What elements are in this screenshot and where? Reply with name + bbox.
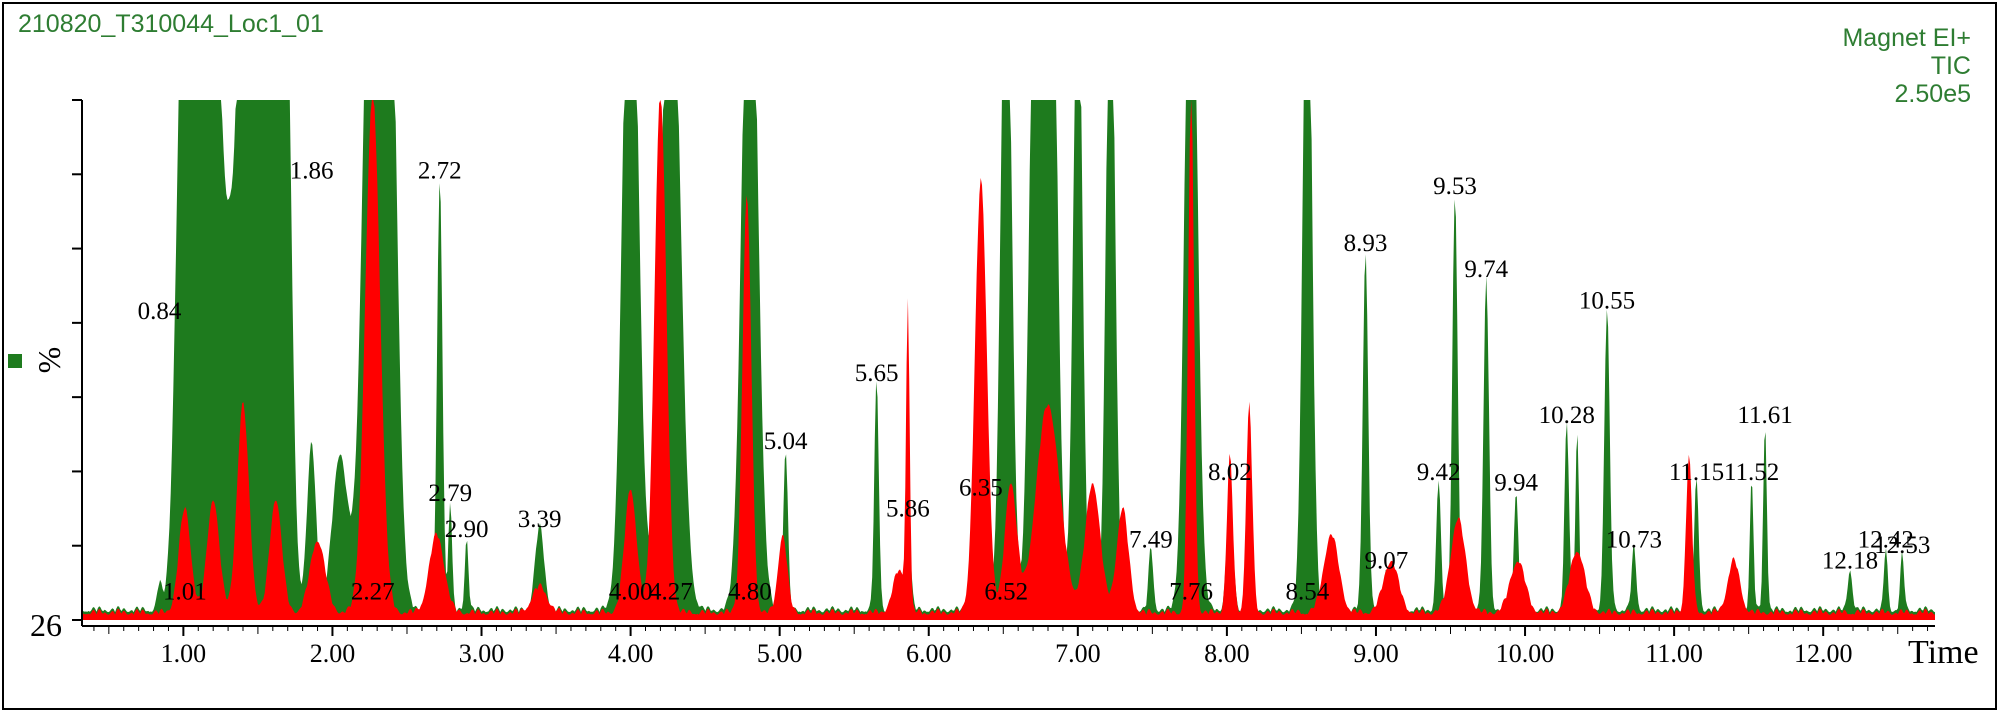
x-tick-label: 11.00 xyxy=(1645,639,1703,668)
peak-label: 7.49 xyxy=(1129,527,1173,554)
y-ticks-layer xyxy=(72,99,82,621)
peak-label: 0.84 xyxy=(138,298,182,325)
x-tick-label: 1.00 xyxy=(161,639,207,668)
x-tick-label: 3.00 xyxy=(459,639,505,668)
red-trace-layer xyxy=(82,100,1935,620)
x-tick-label: 7.00 xyxy=(1055,639,1101,668)
peak-label: 5.86 xyxy=(886,495,930,522)
peak-label: 4.00 xyxy=(609,579,653,606)
peak-label: 11.61 xyxy=(1737,402,1792,429)
peak-label: 2.72 xyxy=(418,157,462,184)
peak-label: 2.27 xyxy=(351,579,395,606)
x-tick-label: 12.00 xyxy=(1794,639,1853,668)
peak-labels-layer: 0.84 1.01 1.86 2.27 2.72 2.79 2.90 3.39 4.004.27… xyxy=(138,157,1931,605)
run-title: 210820_T310044_Loc1_01 xyxy=(18,10,324,38)
peak-label: 9.94 xyxy=(1494,469,1538,496)
peak-label: 11.52 xyxy=(1724,459,1779,486)
x-tick-label: 2.00 xyxy=(310,639,356,668)
peak-label: 5.04 xyxy=(764,428,808,455)
peak-label: 3.39 xyxy=(518,506,562,533)
peak-label: 6.35 xyxy=(959,475,1003,502)
peak-label: 9.53 xyxy=(1433,173,1477,200)
peak-label: 12.53 xyxy=(1874,532,1930,559)
peak-label: 9.74 xyxy=(1464,256,1508,283)
peak-label: 10.28 xyxy=(1539,402,1595,429)
peak-label: 2.79 xyxy=(428,480,472,507)
x-tick-label: 9.00 xyxy=(1353,639,1399,668)
x-tick-label: 10.00 xyxy=(1496,639,1555,668)
x-ticks-layer: 1.00 2.00 3.00 4.00 5.00 6.00 7.00 8.00 9.00 10.0… xyxy=(93,626,1929,668)
peak-label: 1.86 xyxy=(290,157,334,184)
peak-label: 6.52 xyxy=(984,579,1028,606)
peak-label: 12.42 xyxy=(1858,527,1914,554)
peak-label: 2.90 xyxy=(445,516,489,543)
x-tick-label: 6.00 xyxy=(906,639,952,668)
green-trace-layer xyxy=(82,100,1935,620)
x-tick-label: 4.00 xyxy=(608,639,654,668)
x-tick-label: 8.00 xyxy=(1204,639,1250,668)
axes-layer: % 26 Time xyxy=(8,100,1979,671)
peak-label: 9.42 xyxy=(1417,459,1461,486)
peak-label: 7.76 xyxy=(1169,579,1213,606)
peak-label: 5.65 xyxy=(855,360,899,387)
legend-swatch xyxy=(8,354,22,368)
x-tick-label: 5.00 xyxy=(757,639,803,668)
peak-label: 1.01 xyxy=(163,579,207,606)
peak-label: 11.15 xyxy=(1669,459,1724,486)
peak-label: 8.93 xyxy=(1344,230,1388,257)
peak-label: 8.02 xyxy=(1208,459,1252,486)
y-min-label: 26 xyxy=(30,607,62,643)
scale-label: 2.50e5 xyxy=(1894,80,1971,108)
x-axis-label: Time xyxy=(1908,634,1979,671)
red-trace-area xyxy=(82,100,1935,620)
green-trace-area xyxy=(82,100,1935,620)
trace-label: TIC xyxy=(1930,52,1971,80)
peak-label: 9.07 xyxy=(1365,547,1409,574)
peak-label: 4.27 xyxy=(649,579,693,606)
peak-label: 8.54 xyxy=(1286,579,1330,606)
peak-label: 12.18 xyxy=(1822,547,1878,574)
instrument-label: Magnet EI+ xyxy=(1842,24,1971,52)
y-axis-label: % xyxy=(31,347,67,374)
peak-label: 10.73 xyxy=(1606,527,1662,554)
peak-label: 4.80 xyxy=(728,579,772,606)
peak-label: 10.55 xyxy=(1579,287,1635,314)
